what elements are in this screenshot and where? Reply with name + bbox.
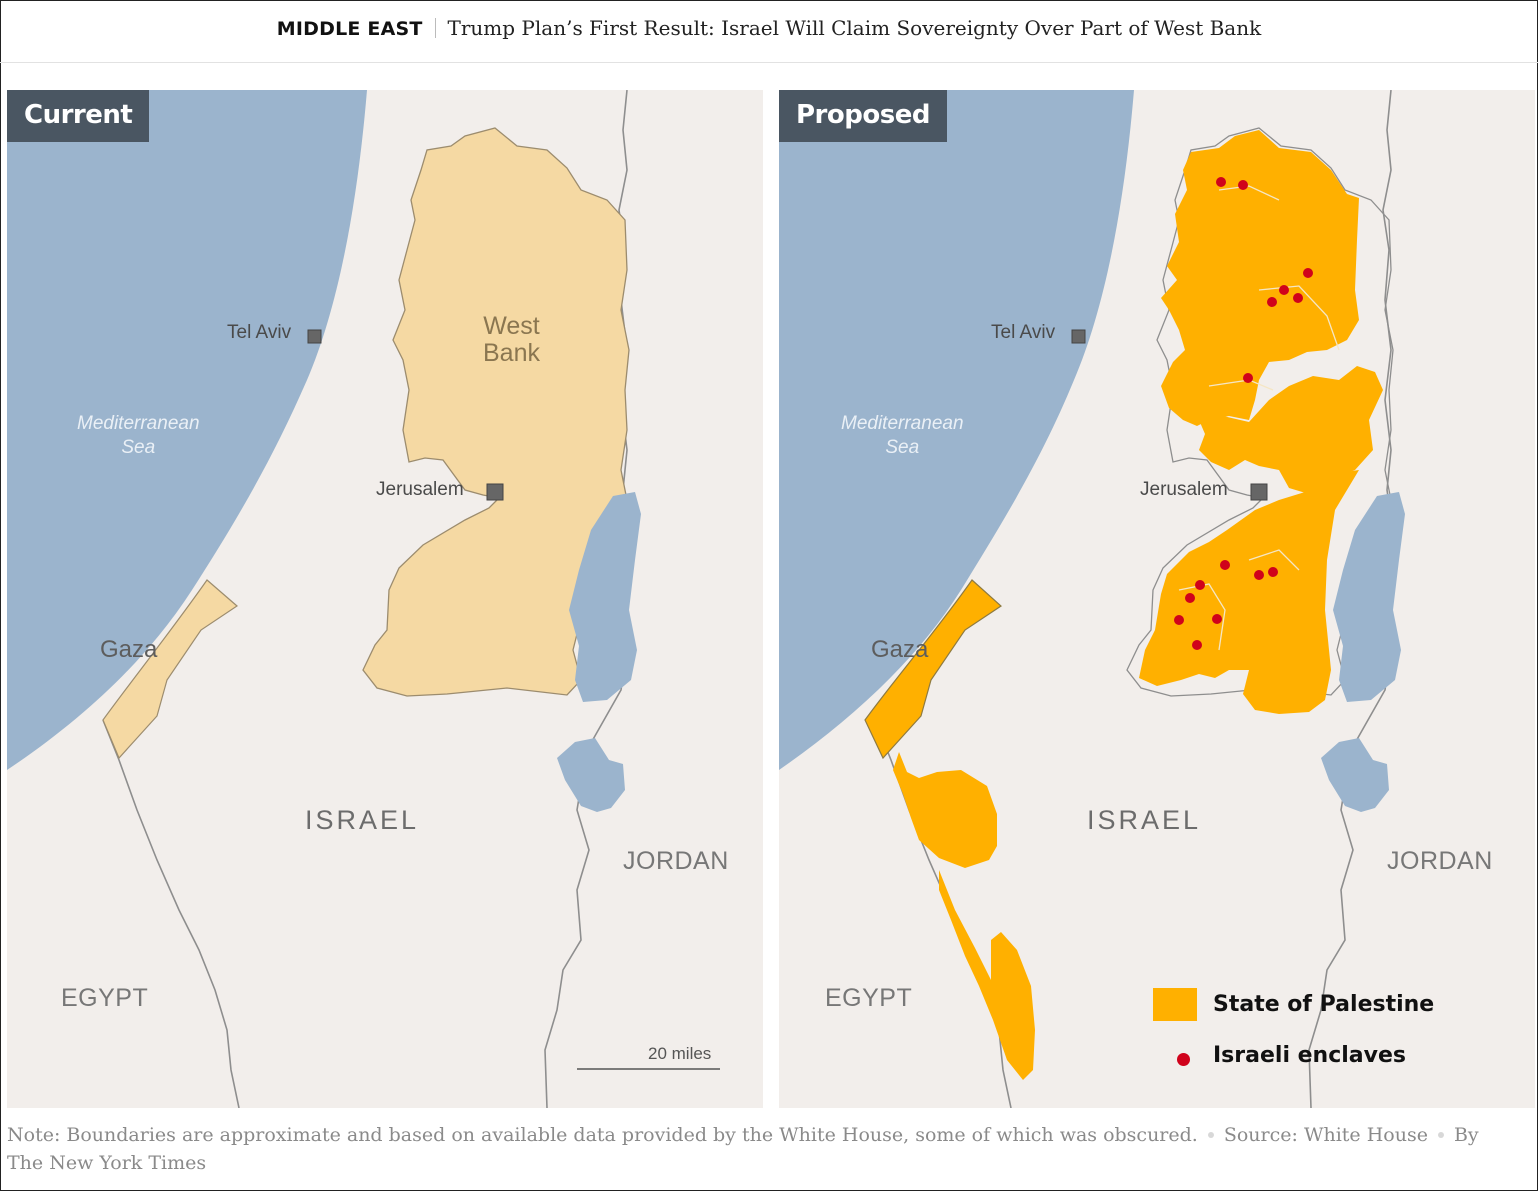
enclave-dot xyxy=(1267,297,1277,307)
palestine-center xyxy=(1199,366,1383,494)
israel-label: ISRAEL xyxy=(1087,805,1202,835)
palestine-south xyxy=(1139,470,1359,714)
jordan-label: JORDAN xyxy=(1387,847,1493,875)
map-current: Current Tel Aviv Mediterranean Sea Jerus… xyxy=(7,90,763,1108)
enclave-dot xyxy=(1174,615,1184,625)
mediterranean-sea-label: Mediterranean Sea xyxy=(77,412,200,460)
enclave-dot xyxy=(1216,177,1226,187)
west-bank-label-line: West xyxy=(483,312,540,340)
gaza-label: Gaza xyxy=(871,636,929,663)
tel-aviv-label: Tel Aviv xyxy=(991,322,1056,343)
map-current-svg xyxy=(7,90,763,1108)
legend-label-palestine: State of Palestine xyxy=(1213,992,1435,1017)
negev-enclave-north xyxy=(893,752,997,868)
egypt-label: EGYPT xyxy=(61,984,149,1012)
panel-tag-proposed: Proposed xyxy=(779,90,947,142)
legend-swatch-enclaves xyxy=(1177,1053,1190,1066)
enclave-dot xyxy=(1293,293,1303,303)
jerusalem-label: Jerusalem xyxy=(1140,479,1228,500)
tel-aviv-marker xyxy=(1071,329,1086,344)
sea-label-line: Sea xyxy=(121,437,156,458)
israeli-enclaves xyxy=(1174,177,1313,650)
mediterranean-sea xyxy=(779,90,1134,770)
header: MIDDLE EAST Trump Plan’s First Result: Is… xyxy=(0,0,1538,63)
sea-label-line: Mediterranean xyxy=(77,413,200,434)
header-divider xyxy=(434,18,436,38)
jerusalem-marker xyxy=(1250,483,1268,501)
section-kicker[interactable]: MIDDLE EAST xyxy=(276,18,423,40)
enclave-dot xyxy=(1185,593,1195,603)
negev-enclave-south xyxy=(939,870,1035,1080)
palestine-north xyxy=(1161,130,1359,426)
footer-note: Note: Boundaries are approximate and bas… xyxy=(7,1124,1198,1146)
sea-label-line: Sea xyxy=(885,437,920,458)
israel-label: ISRAEL xyxy=(305,805,420,835)
enclave-dot xyxy=(1192,640,1202,650)
west-bank-label: West Bank xyxy=(483,313,540,367)
enclave-dot xyxy=(1303,268,1313,278)
map-proposed-svg xyxy=(779,90,1535,1108)
footer-source: Source: White House xyxy=(1223,1124,1428,1146)
tel-aviv-label: Tel Aviv xyxy=(227,322,292,343)
mediterranean-sea-label: Mediterranean Sea xyxy=(841,412,964,460)
legend-swatch-palestine xyxy=(1153,988,1197,1021)
enclave-dot xyxy=(1268,567,1278,577)
scale-label: 20 miles xyxy=(648,1044,712,1063)
footer-byline: By The New York Times xyxy=(7,1124,1479,1174)
enclave-dot xyxy=(1279,285,1289,295)
mediterranean-sea xyxy=(7,90,367,770)
footer-separator xyxy=(1207,1132,1214,1138)
red-sea-gulf xyxy=(1321,738,1389,812)
legend-label-enclaves: Israeli enclaves xyxy=(1213,1043,1407,1068)
footer-separator xyxy=(1437,1132,1444,1138)
gaza-strip xyxy=(102,579,238,760)
enclave-dot xyxy=(1238,180,1248,190)
enclave-dot xyxy=(1254,570,1264,580)
jerusalem-label: Jerusalem xyxy=(376,479,464,500)
internal-roads xyxy=(1178,185,1340,651)
gaza-strip xyxy=(864,579,1002,760)
west-bank-label-line: Bank xyxy=(483,339,540,367)
enclave-dot xyxy=(1195,580,1205,590)
enclave-dot xyxy=(1243,373,1253,383)
dead-sea xyxy=(1333,492,1405,702)
jerusalem-marker xyxy=(486,483,504,501)
egypt-border xyxy=(102,719,240,1108)
sea-label-line: Mediterranean xyxy=(841,413,964,434)
egypt-label: EGYPT xyxy=(825,984,913,1012)
jordan-label: JORDAN xyxy=(623,847,729,875)
dead-sea xyxy=(569,492,641,702)
panel-tag-current: Current xyxy=(7,90,150,142)
red-sea-gulf xyxy=(557,738,625,812)
enclave-dot xyxy=(1220,560,1230,570)
article-headline[interactable]: Trump Plan’s First Result: Israel Will C… xyxy=(447,16,1262,40)
gaza-label: Gaza xyxy=(100,636,158,663)
footer: Note: Boundaries are approximate and bas… xyxy=(7,1121,1487,1177)
enclave-dot xyxy=(1212,614,1222,624)
west-bank xyxy=(362,127,630,697)
map-proposed: Proposed Tel Aviv Mediterranean Sea Jeru… xyxy=(779,90,1535,1108)
tel-aviv-marker xyxy=(307,329,322,344)
